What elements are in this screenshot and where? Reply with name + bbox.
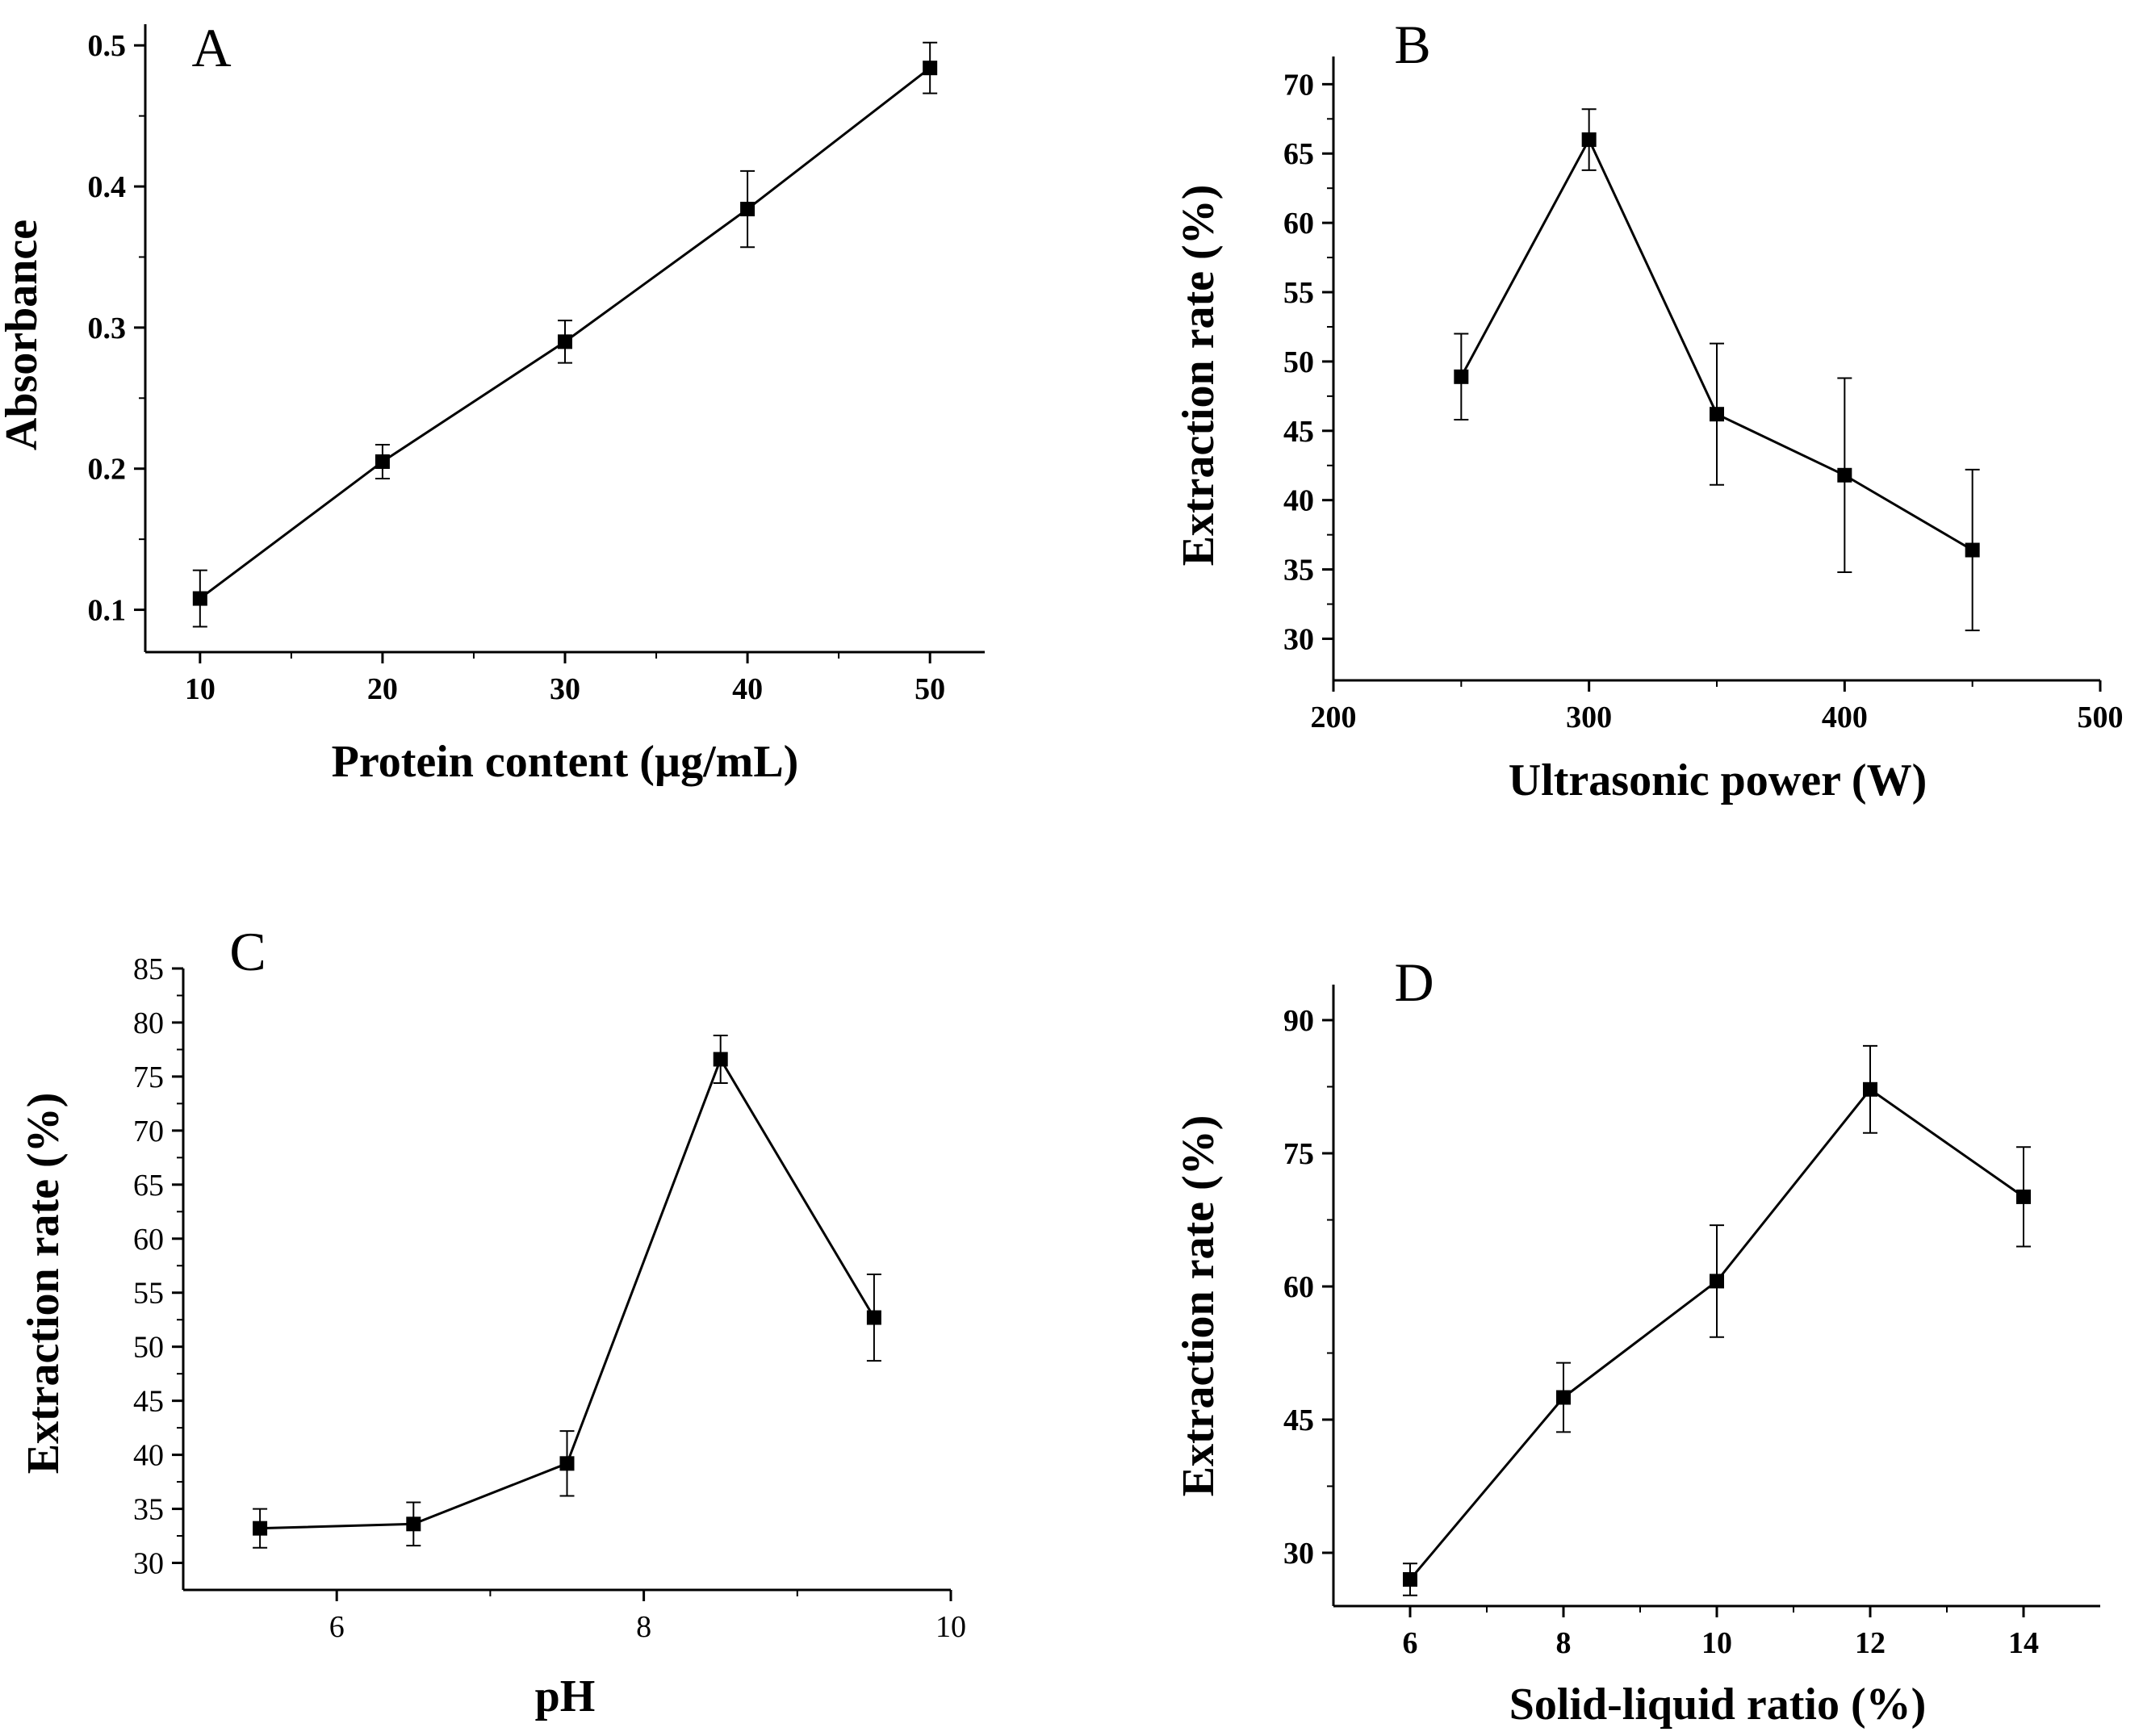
x-tick-label: 10 bbox=[1701, 1626, 1732, 1660]
y-tick-label: 30 bbox=[133, 1547, 164, 1581]
x-tick-label: 200 bbox=[1311, 701, 1357, 734]
y-tick-label: 45 bbox=[133, 1385, 164, 1419]
data-point bbox=[192, 591, 207, 606]
y-tick-label: 0.1 bbox=[88, 594, 127, 628]
y-tick-label: 50 bbox=[133, 1331, 164, 1365]
x-axis-title: Protein content (µg/mL) bbox=[332, 737, 799, 787]
panel-label: A bbox=[191, 17, 231, 78]
data-point bbox=[1556, 1390, 1571, 1405]
x-tick-label: 10 bbox=[935, 1610, 966, 1644]
x-axis-title: Ultrasonic power (W) bbox=[1509, 755, 1927, 805]
y-tick-label: 0.3 bbox=[88, 312, 127, 345]
y-tick-label: 50 bbox=[1283, 345, 1314, 379]
y-tick-label: 85 bbox=[133, 952, 164, 986]
data-point bbox=[1710, 1274, 1724, 1289]
y-axis-title: Absorbance bbox=[0, 220, 47, 450]
x-tick-label: 6 bbox=[329, 1610, 345, 1644]
y-axis-title: Extraction rate (%) bbox=[1174, 185, 1224, 567]
y-tick-label: 35 bbox=[133, 1493, 164, 1527]
panel-label: B bbox=[1394, 14, 1430, 75]
x-tick-label: 6 bbox=[1403, 1626, 1418, 1660]
y-tick-label: 40 bbox=[133, 1439, 164, 1473]
y-tick-label: 0.2 bbox=[88, 453, 127, 487]
x-tick-label: 20 bbox=[367, 672, 398, 706]
chart-panel-d: 6 8 10 12 14 30 45 60 75 90 D Solid-liquid ratio (%… bbox=[1174, 952, 2100, 1730]
data-point bbox=[923, 61, 938, 76]
data-point bbox=[253, 1521, 268, 1536]
data-point bbox=[406, 1516, 421, 1532]
data-point bbox=[2016, 1189, 2031, 1204]
chart-panel-c: 6 8 10 30 35 40 45 50 55 60 65 70 75 80 85 CpH Extractio… bbox=[19, 921, 966, 1721]
x-tick-label: 8 bbox=[636, 1610, 651, 1644]
panel-label: C bbox=[229, 921, 266, 982]
data-point bbox=[1710, 407, 1724, 422]
x-tick-label: 14 bbox=[2008, 1626, 2039, 1660]
x-tick-label: 10 bbox=[185, 672, 216, 706]
y-tick-label: 45 bbox=[1283, 1403, 1314, 1437]
y-tick-label: 45 bbox=[1283, 415, 1314, 449]
data-point bbox=[866, 1310, 881, 1325]
y-tick-label: 55 bbox=[1283, 276, 1314, 310]
data-point bbox=[1454, 369, 1469, 384]
data-point bbox=[375, 454, 390, 469]
data-point bbox=[1965, 542, 1980, 558]
x-axis-title: Solid-liquid ratio (%) bbox=[1509, 1680, 1927, 1730]
y-tick-label: 30 bbox=[1283, 622, 1314, 656]
data-point bbox=[1581, 132, 1597, 148]
y-tick-label: 35 bbox=[1283, 554, 1314, 588]
data-point bbox=[559, 1456, 575, 1471]
y-axis-title: Extraction rate (%) bbox=[19, 1093, 69, 1475]
y-tick-label: 0.4 bbox=[88, 170, 127, 204]
y-tick-label: 75 bbox=[133, 1060, 164, 1094]
x-tick-label: 300 bbox=[1566, 701, 1612, 734]
y-tick-label: 80 bbox=[133, 1006, 164, 1040]
y-tick-label: 60 bbox=[1283, 207, 1314, 241]
x-tick-label: 50 bbox=[915, 672, 945, 706]
y-tick-label: 65 bbox=[1283, 137, 1314, 171]
y-tick-label: 70 bbox=[1283, 68, 1314, 102]
x-tick-label: 400 bbox=[1822, 701, 1868, 734]
y-tick-label: 70 bbox=[133, 1115, 164, 1148]
y-tick-label: 90 bbox=[1283, 1004, 1314, 1038]
y-tick-label: 60 bbox=[1283, 1270, 1314, 1304]
y-tick-label: 30 bbox=[1283, 1537, 1314, 1571]
data-point bbox=[713, 1052, 728, 1067]
chart-panel-b: 200 300 400 500 30 35 40 45 50 55 60 65 70 B Ultrasoni… bbox=[1174, 14, 2124, 805]
y-tick-label: 60 bbox=[133, 1223, 164, 1257]
x-tick-label: 30 bbox=[550, 672, 580, 706]
y-tick-label: 55 bbox=[133, 1277, 164, 1311]
x-tick-label: 40 bbox=[732, 672, 763, 706]
y-tick-label: 40 bbox=[1283, 484, 1314, 518]
x-axis-title: pH bbox=[535, 1671, 596, 1721]
data-point bbox=[1837, 467, 1852, 483]
data-point bbox=[1403, 1572, 1417, 1587]
data-point bbox=[558, 334, 572, 349]
y-tick-label: 75 bbox=[1283, 1137, 1314, 1171]
x-tick-label: 500 bbox=[2078, 701, 2124, 734]
x-tick-label: 12 bbox=[1855, 1626, 1886, 1660]
panel-label: D bbox=[1394, 952, 1434, 1013]
data-point bbox=[1863, 1081, 1877, 1097]
y-axis-title: Extraction rate (%) bbox=[1174, 1115, 1224, 1497]
y-tick-label: 65 bbox=[133, 1169, 164, 1203]
data-point bbox=[740, 202, 755, 217]
x-tick-label: 8 bbox=[1556, 1626, 1572, 1660]
y-tick-label: 0.5 bbox=[88, 29, 127, 63]
chart-panel-a: 10 20 30 40 50 0.1 0.2 0.3 0.4 0.5 A Protein conten… bbox=[0, 17, 985, 787]
